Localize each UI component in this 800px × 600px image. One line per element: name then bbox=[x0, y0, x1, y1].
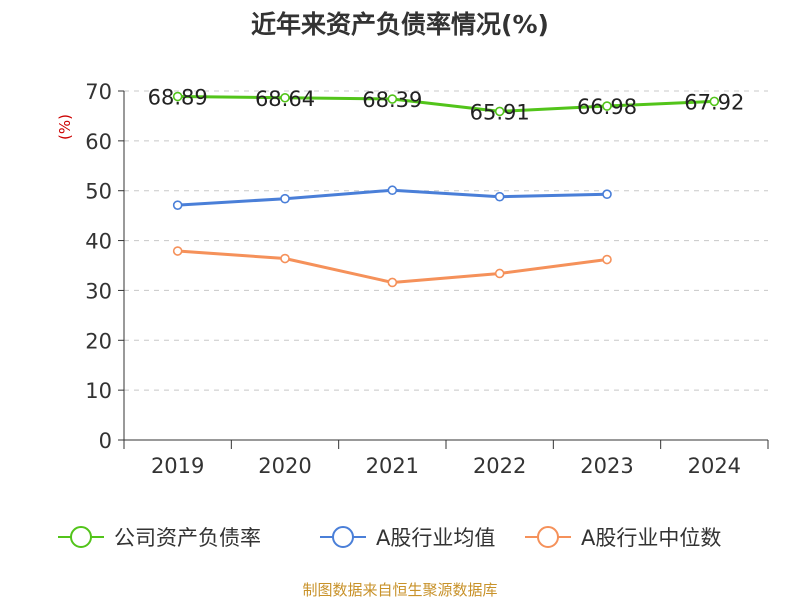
data-point bbox=[602, 254, 612, 265]
data-point bbox=[172, 246, 183, 256]
y-tick-label: 20 bbox=[85, 329, 112, 353]
data-point bbox=[387, 277, 398, 288]
data-label: 68.89 bbox=[148, 86, 208, 110]
legend-marker bbox=[70, 526, 92, 548]
y-tick-label: 40 bbox=[85, 230, 112, 254]
data-point bbox=[280, 253, 290, 264]
data-point bbox=[494, 106, 505, 117]
legend-label: A股行业中位数 bbox=[581, 526, 721, 550]
x-tick-label: 2022 bbox=[473, 454, 526, 478]
x-tick-label: 2019 bbox=[151, 454, 204, 478]
data-point bbox=[494, 191, 505, 202]
y-tick-label: 70 bbox=[85, 80, 112, 104]
legend-label: A股行业均值 bbox=[376, 526, 495, 550]
data-point bbox=[280, 193, 290, 204]
y-axis-unit: (%) bbox=[56, 114, 74, 140]
data-point bbox=[602, 189, 612, 200]
x-tick-label: 2020 bbox=[258, 454, 311, 478]
y-tick-label: 0 bbox=[99, 429, 112, 453]
x-tick-label: 2024 bbox=[688, 454, 741, 478]
data-point bbox=[494, 268, 505, 279]
y-tick-label: 30 bbox=[85, 279, 112, 303]
data-label: 67.92 bbox=[684, 90, 744, 114]
data-point bbox=[387, 94, 398, 104]
x-tick-label: 2023 bbox=[580, 454, 633, 478]
data-point bbox=[172, 91, 183, 102]
legend-marker bbox=[332, 526, 354, 548]
legend-label: 公司资产负债率 bbox=[114, 526, 261, 550]
y-tick-label: 50 bbox=[85, 180, 112, 204]
series-lines bbox=[172, 91, 720, 288]
source-note: 制图数据来自恒生聚源数据库 bbox=[302, 581, 497, 599]
legend[interactable]: 公司资产负债率 A股行业均值 A股行业中位数 bbox=[58, 526, 721, 550]
data-label: 66.98 bbox=[577, 95, 637, 119]
data-labels: 68.89 68.64 68.39 65.91 66.98 67.92 bbox=[148, 86, 745, 125]
data-point bbox=[709, 96, 720, 107]
data-label: 68.64 bbox=[255, 87, 315, 111]
axes: 0 10 20 30 40 50 60 70 2019 2020 2021 2022 2023 2024 bbox=[85, 80, 769, 478]
data-point bbox=[387, 185, 398, 196]
series-line bbox=[177, 95, 715, 113]
y-tick-label: 10 bbox=[85, 379, 112, 403]
y-tick-label: 60 bbox=[85, 130, 112, 154]
data-label: 65.91 bbox=[470, 100, 530, 124]
chart-title: 近年来资产负债率情况(%) bbox=[251, 10, 549, 39]
x-tick-label: 2021 bbox=[366, 454, 419, 478]
data-point bbox=[172, 200, 183, 210]
data-label: 68.39 bbox=[362, 88, 422, 112]
gridlines bbox=[124, 90, 768, 391]
data-point bbox=[280, 92, 290, 103]
data-point bbox=[602, 101, 612, 111]
legend-marker bbox=[537, 526, 559, 548]
